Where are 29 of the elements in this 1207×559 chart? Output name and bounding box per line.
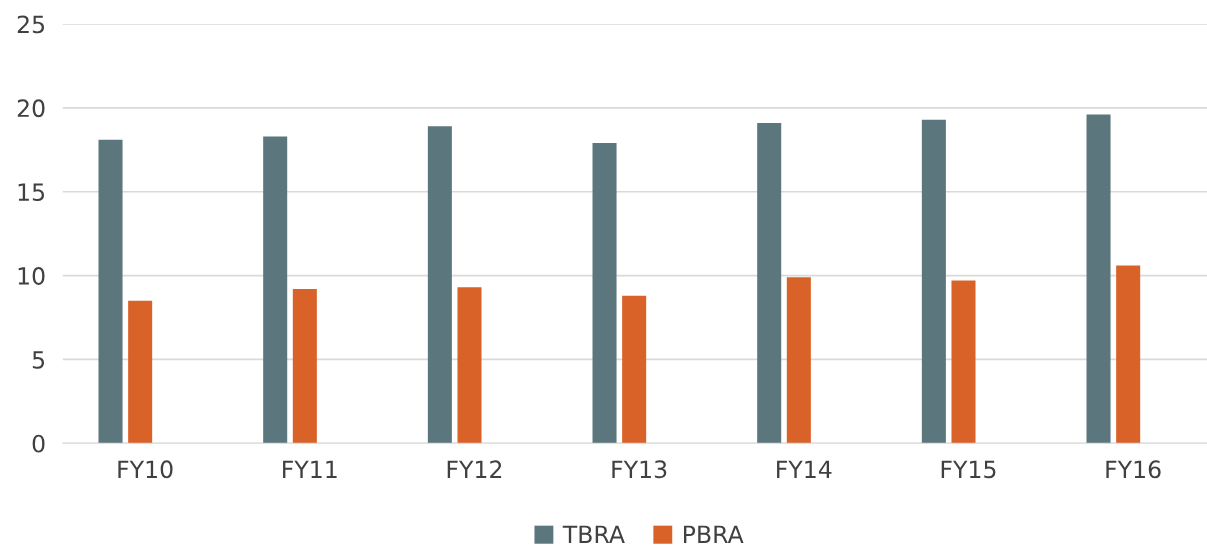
x-tick-label: FY13 <box>612 460 667 479</box>
x-tick-label: FY14 <box>777 460 832 478</box>
bar <box>457 287 482 444</box>
bar <box>1116 265 1141 444</box>
bar <box>263 136 288 444</box>
bar <box>427 126 452 444</box>
y-tick-label: 15 <box>18 183 45 202</box>
bar <box>1086 114 1111 444</box>
y-tick-label: 20 <box>17 99 45 118</box>
bar <box>786 277 811 444</box>
bar <box>292 289 317 444</box>
x-tick-label: FY11 <box>283 460 337 478</box>
legend-label: TBRA <box>562 525 625 543</box>
bar <box>921 119 946 444</box>
bar <box>622 295 647 444</box>
bar <box>757 122 782 444</box>
y-tick-label: 0 <box>32 434 45 453</box>
bar <box>128 300 153 444</box>
legend-label: PBRA <box>684 525 744 543</box>
x-tick-label: FY16 <box>1106 460 1161 479</box>
x-tick-label: FY15 <box>941 460 996 479</box>
bar <box>98 139 123 444</box>
x-tick-label: FY10 <box>118 460 173 479</box>
x-tick-label: FY12 <box>447 460 502 478</box>
bar <box>592 143 617 444</box>
y-tick-label: 10 <box>18 267 45 285</box>
y-tick-label: 5 <box>32 351 45 369</box>
y-tick-label: 25 <box>17 15 45 34</box>
bar <box>951 280 976 444</box>
